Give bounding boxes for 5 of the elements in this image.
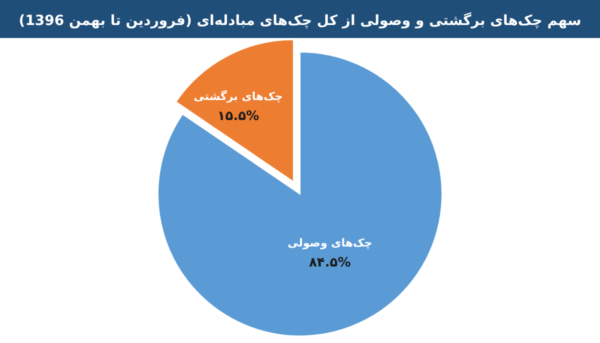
chart-title: سهم چک‌های برگشتی و وصولی از کل چک‌های مبادله‌ای (فروردین تا بهمن 1396) (18, 12, 582, 29)
slice-label: چک‌های وصولی (288, 236, 372, 250)
data-label: ۱۵.۵% (217, 108, 260, 124)
slice-label: چک‌های برگشتی (194, 90, 283, 103)
data-label: ۸۴.۵% (309, 255, 351, 270)
